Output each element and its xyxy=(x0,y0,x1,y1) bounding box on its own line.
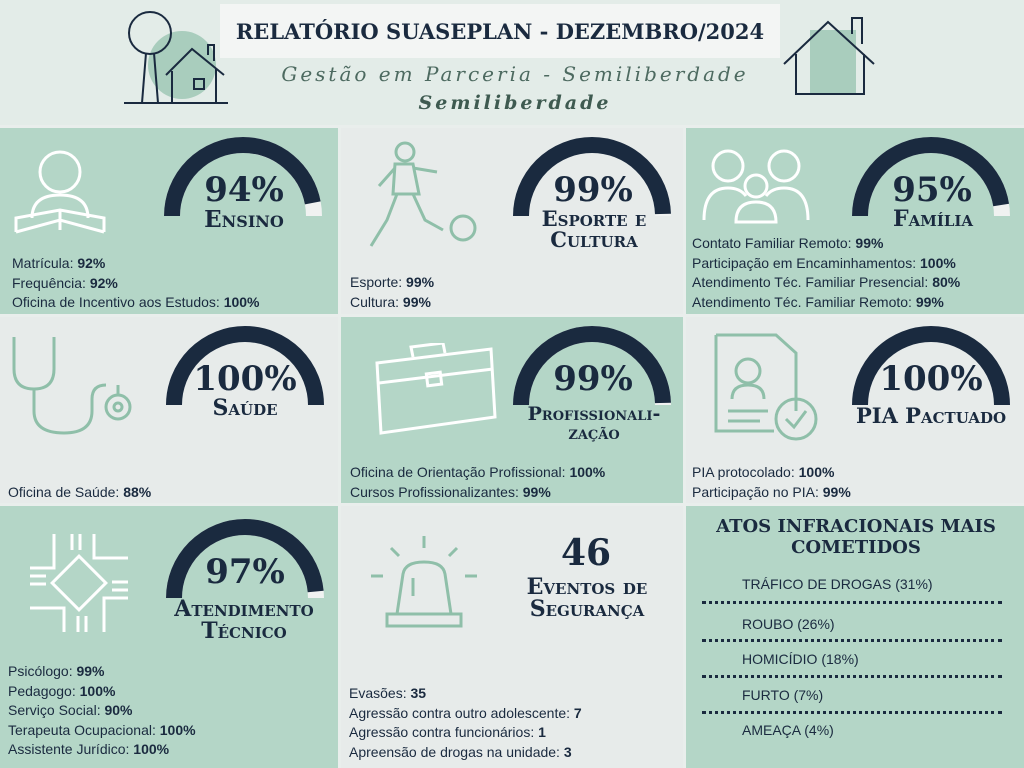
gauge-ensino xyxy=(164,137,322,217)
divider xyxy=(702,675,1002,678)
family-icon xyxy=(702,149,810,224)
stat-apreensao-drogas: Apreensão de drogas na unidade: 3 xyxy=(349,743,572,760)
gauge-familia xyxy=(852,137,1010,217)
percent-saude: 100% xyxy=(193,359,297,399)
stat-agressao-adolescente: Agressão contra outro adolescente: 7 xyxy=(349,704,582,721)
siren-icon xyxy=(371,536,477,628)
title-pia: PIA Pactuado xyxy=(855,403,1007,428)
stat-evasoes: Evasões: 35 xyxy=(349,685,427,701)
title-esporte-line1: Esporte e xyxy=(541,206,647,231)
panel-profissional: 99% Profissionali- zação Oficina de Orie… xyxy=(341,317,683,503)
title-profissional: Profissionali- zação xyxy=(505,405,683,443)
stats-atendimento: Psicólogo: 99% Pedagogo: 100% Serviço So… xyxy=(8,662,196,760)
panel-saude: 100% Saúde Oficina de Saúde: 88% xyxy=(0,317,338,503)
atos-title: ATOS INFRACIONAIS MAIS COMETIDOS xyxy=(686,516,1024,558)
divider xyxy=(702,639,1002,642)
soccer-player-icon xyxy=(369,141,477,247)
gauge-esporte xyxy=(513,137,671,217)
panel-seguranca: 46 Eventos de Segurança Evasões: 35 Agre… xyxy=(341,506,683,768)
stat-oficina-saude: Oficina de Saúde: 88% xyxy=(8,484,152,500)
stat-cultura: Cultura: 99% xyxy=(350,293,431,310)
percent-atendimento: 97% xyxy=(205,552,285,592)
percent-profissional: 99% xyxy=(553,359,633,399)
gauge-pia xyxy=(852,326,1010,406)
title-esporte-line2: Cultura xyxy=(550,227,638,252)
atos-title-line1: ATOS INFRACIONAIS MAIS xyxy=(716,516,996,537)
stat-terapeuta: Terapeuta Ocupacional: 100% xyxy=(8,721,196,738)
reader-icon xyxy=(14,150,106,234)
panel-pia: 100% PIA Pactuado PIA protocolado: 100% … xyxy=(686,317,1024,503)
ato-item: HOMICÍDIO (18%) xyxy=(742,651,859,667)
stat-cursos: Cursos Profissionalizantes: 99% xyxy=(350,483,551,500)
stats-pia: PIA protocolado: 100% Participação no PI… xyxy=(692,463,851,502)
header: RELATÓRIO SUASEPLAN - DEZEMBRO/2024 Gest… xyxy=(0,0,1024,125)
stat-psicologo: Psicólogo: 99% xyxy=(8,663,105,679)
title-profissional-line1: Profissionali- xyxy=(527,403,661,425)
percent-pia: 100% xyxy=(879,359,983,399)
ato-item: AMEAÇA (4%) xyxy=(742,722,834,738)
stat-agressao-funcionarios: Agressão contra funcionários: 1 xyxy=(349,724,546,740)
panel-atos: ATOS INFRACIONAIS MAIS COMETIDOS TRÁFICO… xyxy=(686,506,1024,768)
panel-esporte: 99% Esporte e Cultura Esporte: 99% Cultu… xyxy=(341,128,683,314)
title-atendimento-line2: Técnico xyxy=(201,618,287,644)
title-profissional-line2: zação xyxy=(568,422,620,444)
title-saude: Saúde xyxy=(212,395,278,421)
percent-esporte: 99% xyxy=(553,170,633,210)
percent-familia: 95% xyxy=(892,170,972,210)
stat-matricula: Matrícula: 92% xyxy=(12,255,106,271)
stat-oficina-orientacao: Oficina de Orientação Profissional: 100% xyxy=(350,464,606,480)
title-seguranca-line1: Eventos de xyxy=(526,574,648,600)
title-ensino: Ensino xyxy=(204,206,284,233)
gauge-profissional xyxy=(513,326,671,406)
title-atendimento-line1: Atendimento xyxy=(174,596,314,622)
report-title: RELATÓRIO SUASEPLAN - DEZEMBRO/2024 xyxy=(220,4,780,58)
ato-item: FURTO (7%) xyxy=(742,687,824,703)
stat-participacao-pia: Participação no PIA: 99% xyxy=(692,483,851,500)
stats-profissional: Oficina de Orientação Profissional: 100%… xyxy=(350,463,605,502)
gauge-saude xyxy=(166,326,324,406)
stat-contato-remoto: Contato Familiar Remoto: 99% xyxy=(692,235,884,251)
ato-item: TRÁFICO DE DROGAS (31%) xyxy=(742,576,933,592)
house-icon xyxy=(783,17,875,95)
stats-esporte: Esporte: 99% Cultura: 99% xyxy=(350,273,434,312)
stats-ensino: Matrícula: 92% Frequência: 92% Oficina d… xyxy=(12,254,260,313)
divider xyxy=(702,711,1002,714)
stat-pia-protocolado: PIA protocolado: 100% xyxy=(692,464,835,480)
report-subtitle: Gestão em Parceria - Semiliberdade xyxy=(281,62,749,86)
percent-ensino: 94% xyxy=(204,170,284,210)
title-atendimento: Atendimento Técnico xyxy=(150,598,338,642)
stat-atendimento-presencial: Atendimento Téc. Familiar Presencial: 80… xyxy=(692,274,961,290)
title-familia: Família xyxy=(892,206,974,232)
security-count: 46 xyxy=(560,532,612,574)
stat-servico-social: Serviço Social: 90% xyxy=(8,702,133,718)
ato-item: ROUBO (26%) xyxy=(742,616,835,632)
stats-saude: Oficina de Saúde: 88% xyxy=(8,483,151,503)
title-esporte: Esporte e Cultura xyxy=(509,208,679,250)
document-check-icon xyxy=(714,333,818,441)
stats-seguranca: Evasões: 35 Agressão contra outro adoles… xyxy=(349,684,582,762)
tree-house-icon xyxy=(124,11,228,104)
panel-ensino: 94% Ensino Matrícula: 92% Frequência: 92… xyxy=(0,128,338,314)
gauge-atendimento xyxy=(166,519,324,599)
atos-title-line2: COMETIDOS xyxy=(791,537,921,558)
stats-familia: Contato Familiar Remoto: 99% Participaçã… xyxy=(692,234,960,312)
divider xyxy=(702,601,1002,604)
stat-oficina-estudos: Oficina de Incentivo aos Estudos: 100% xyxy=(12,294,260,310)
stat-participacao-encaminhamentos: Participação em Encaminhamentos: 100% xyxy=(692,254,956,271)
report-subtitle-2: Semiliberdade xyxy=(418,92,612,114)
panel-atendimento: 97% Atendimento Técnico Psicólogo: 99% P… xyxy=(0,506,338,768)
panel-familia: 95% Família Contato Familiar Remoto: 99%… xyxy=(686,128,1024,314)
stat-pedagogo: Pedagogo: 100% xyxy=(8,682,116,699)
title-seguranca-line2: Segurança xyxy=(529,596,645,622)
stat-atendimento-remoto: Atendimento Téc. Familiar Remoto: 99% xyxy=(692,293,944,310)
stat-esporte: Esporte: 99% xyxy=(350,274,435,290)
title-seguranca: Eventos de Segurança xyxy=(501,576,673,620)
stethoscope-icon xyxy=(12,337,132,435)
stat-frequencia: Frequência: 92% xyxy=(12,274,118,291)
briefcase-icon xyxy=(375,343,497,435)
hands-together-icon xyxy=(30,534,128,632)
stat-assistente-juridico: Assistente Jurídico: 100% xyxy=(8,741,170,757)
